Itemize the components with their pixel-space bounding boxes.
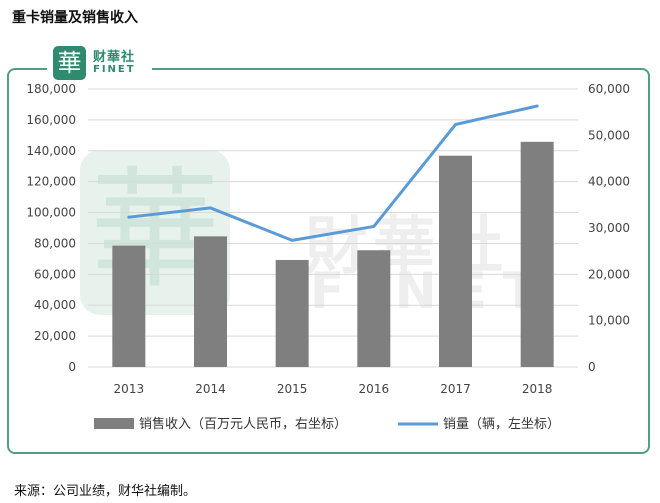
x-tick-label: 2015 xyxy=(277,382,308,396)
chart-frame xyxy=(7,68,650,454)
x-tick-label: 2013 xyxy=(114,382,145,396)
x-tick-label: 2017 xyxy=(440,382,471,396)
source-note: 来源：公司业绩，财华社编制。 xyxy=(14,484,197,499)
left-tick-label: 120,000 xyxy=(26,175,76,189)
legend-bar-swatch xyxy=(94,418,134,429)
left-tick-label: 60,000 xyxy=(34,267,76,281)
left-tick-label: 160,000 xyxy=(26,113,76,127)
left-tick-label: 140,000 xyxy=(26,144,76,158)
x-tick-label: 2018 xyxy=(522,382,553,396)
right-tick-label: 20,000 xyxy=(588,267,630,281)
right-tick-label: 40,000 xyxy=(588,175,630,189)
right-tick-label: 50,000 xyxy=(588,128,630,142)
watermark-text-en: FINET xyxy=(310,262,553,320)
finet-logo: 華 财華社 FINET xyxy=(47,44,152,82)
sales-volume-line xyxy=(127,104,539,242)
left-tick-label: 180,000 xyxy=(26,82,76,96)
page-title: 重卡销量及销售收入 xyxy=(12,10,138,26)
legend-line-label: 销量（辆，左坐标） xyxy=(443,417,560,432)
right-tick-label: 0 xyxy=(588,360,596,374)
left-tick-label: 80,000 xyxy=(34,236,76,250)
left-tick-label: 0 xyxy=(68,360,76,374)
x-tick-label: 2014 xyxy=(195,382,226,396)
bar xyxy=(357,250,391,367)
logo-seal-icon: 華 xyxy=(53,46,86,80)
x-tick-label: 2016 xyxy=(359,382,390,396)
bar xyxy=(439,155,472,367)
legend-bar-label: 销售收入（百万元人民币，右坐标） xyxy=(139,416,347,432)
left-tick-label: 20,000 xyxy=(34,329,76,343)
right-tick-label: 10,000 xyxy=(588,314,630,328)
right-tick-label: 60,000 xyxy=(588,82,630,96)
right-tick-label: 30,000 xyxy=(588,221,630,235)
bar xyxy=(112,245,146,367)
left-tick-label: 40,000 xyxy=(34,298,76,312)
left-tick-label: 100,000 xyxy=(26,206,76,220)
bar xyxy=(194,236,227,367)
logo-name-cn: 财華社 xyxy=(93,50,136,65)
bar xyxy=(275,259,309,367)
logo-name-en: FINET xyxy=(93,64,136,75)
bar xyxy=(520,141,554,367)
